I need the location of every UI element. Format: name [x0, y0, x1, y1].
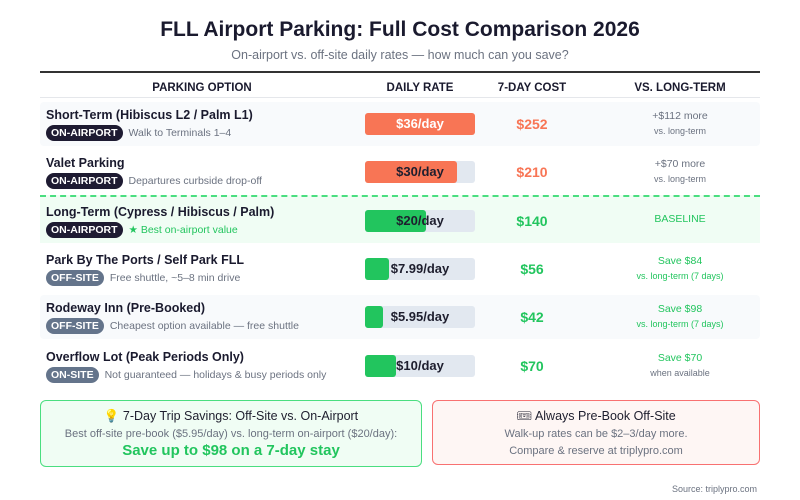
savings-title: 7-Day Trip Savings: Off-Site vs. On-Airp… — [122, 409, 359, 423]
option-name: Overflow Lot (Peak Periods Only) — [46, 349, 244, 364]
option-description: Not guaranteed — holidays & busy periods… — [104, 368, 327, 381]
rate-bar-track: $5.95/day — [365, 306, 475, 329]
vs-long-term: Save $84 — [657, 254, 703, 267]
rate-bar-track: $30/day — [365, 161, 475, 184]
divider — [40, 71, 760, 73]
col-header-option: PARKING OPTION — [152, 82, 252, 94]
prebook-box: 🎟 Always Pre-Book Off-Site Walk-up rates… — [432, 400, 760, 465]
rate-label: $36/day — [396, 116, 444, 131]
vs-long-term: BASELINE — [654, 212, 706, 225]
type-badge: OFF-SITE — [46, 318, 104, 335]
option-description: Departures curbside drop-off — [128, 175, 262, 188]
seven-day-cost: $42 — [520, 309, 544, 326]
type-badge: OFF-SITE — [46, 269, 104, 286]
type-badge: ON-AIRPORT — [46, 125, 123, 141]
option-meta: ON-AIRPORT ★ Best on-airport value — [46, 221, 358, 238]
prebook-title: Always Pre-Book Off-Site — [534, 409, 676, 423]
option-description: ★ Best on-airport value — [128, 223, 238, 236]
ticket-icon: 🎟 — [516, 409, 533, 423]
vs-long-term-note: vs. long-term — [653, 174, 706, 185]
page-title: FLL Airport Parking: Full Cost Compariso… — [160, 18, 640, 41]
rate-label: $5.95/day — [390, 309, 450, 325]
rate-bar-fill — [365, 306, 384, 329]
source-note: Source: triplypro.com — [671, 484, 757, 494]
option-name: Long-Term (Cypress / Hibiscus / Palm) — [46, 204, 275, 219]
rate-bar-track: $10/day — [365, 354, 475, 377]
vs-long-term: Save $98 — [657, 303, 703, 316]
col-header-rate: DAILY RATE — [386, 82, 454, 94]
rate-bar-fill — [365, 161, 457, 184]
type-badge: ON-AIRPORT — [46, 173, 123, 190]
savings-line: Best off-site pre-book ($5.95/day) vs. l… — [64, 428, 398, 440]
rate-label: $7.99/day — [390, 260, 450, 276]
option-name: Valet Parking — [46, 156, 125, 171]
rate-bar-fill — [365, 113, 475, 135]
prebook-line-2: Compare & reserve at triplypro.com — [509, 445, 683, 457]
col-header-cost: 7-DAY COST — [497, 82, 567, 94]
option-name: Rodeway Inn (Pre-Booked) — [46, 301, 206, 316]
rate-bar-fill — [365, 209, 427, 232]
rate-label: $10/day — [396, 357, 444, 373]
option-meta: ON-AIRPORT Departures curbside drop-off — [46, 173, 358, 190]
page-subtitle: On-airport vs. off-site daily rates — ho… — [231, 48, 569, 62]
option-description: Walk to Terminals 1–4 — [128, 127, 232, 139]
vs-long-term-note: vs. long-term (7 days) — [636, 319, 724, 330]
vs-long-term-note: vs. long-term (7 days) — [636, 270, 724, 281]
option-meta: ON-SITE Not guaranteed — holidays & busy … — [46, 366, 358, 383]
option-name: Short-Term (Hibiscus L2 / Palm L1) — [46, 108, 253, 122]
type-badge: ON-AIRPORT — [46, 221, 123, 238]
seven-day-cost: $210 — [516, 164, 548, 181]
prebook-line-1: Walk-up rates can be $2–3/day more. — [504, 428, 688, 440]
rate-bar-fill — [365, 354, 396, 377]
option-meta: OFF-SITE Free shuttle, ~5–8 min drive — [46, 269, 358, 286]
seven-day-cost: $56 — [520, 260, 544, 277]
option-meta: OFF-SITE Cheapest option available — free… — [46, 318, 358, 335]
vs-long-term-note: vs. long-term — [653, 126, 706, 136]
savings-box: 💡 7-Day Trip Savings: Off-Site vs. On-Ai… — [40, 400, 422, 467]
option-description: Cheapest option available — free shuttle — [109, 320, 299, 333]
lightbulb-icon: 💡 — [103, 409, 120, 423]
rate-bar-track: $20/day — [365, 209, 475, 232]
rate-bar-track: $36/day — [365, 113, 475, 135]
rate-label: $30/day — [396, 164, 444, 180]
rate-bar-track: $7.99/day — [365, 257, 475, 280]
vs-long-term: Save $70 — [657, 351, 703, 364]
type-badge: ON-SITE — [46, 366, 99, 383]
rate-bar-fill — [365, 257, 390, 280]
seven-day-cost: $70 — [520, 357, 544, 374]
rate-label: $20/day — [396, 212, 444, 228]
savings-highlight: Save up to $98 on a 7-day stay — [122, 442, 340, 459]
vs-long-term: +$112 more — [652, 110, 708, 122]
vs-long-term-note: when available — [650, 367, 710, 378]
seven-day-cost: $252 — [516, 116, 548, 132]
vs-long-term: +$70 more — [654, 158, 706, 171]
option-meta: ON-AIRPORT Walk to Terminals 1–4 — [46, 125, 358, 141]
option-description: Free shuttle, ~5–8 min drive — [109, 271, 241, 284]
option-name: Park By The Ports / Self Park FLL — [46, 252, 244, 267]
col-header-vs: VS. LONG-TERM — [634, 82, 726, 94]
divider — [40, 97, 760, 98]
seven-day-cost: $140 — [516, 212, 548, 229]
